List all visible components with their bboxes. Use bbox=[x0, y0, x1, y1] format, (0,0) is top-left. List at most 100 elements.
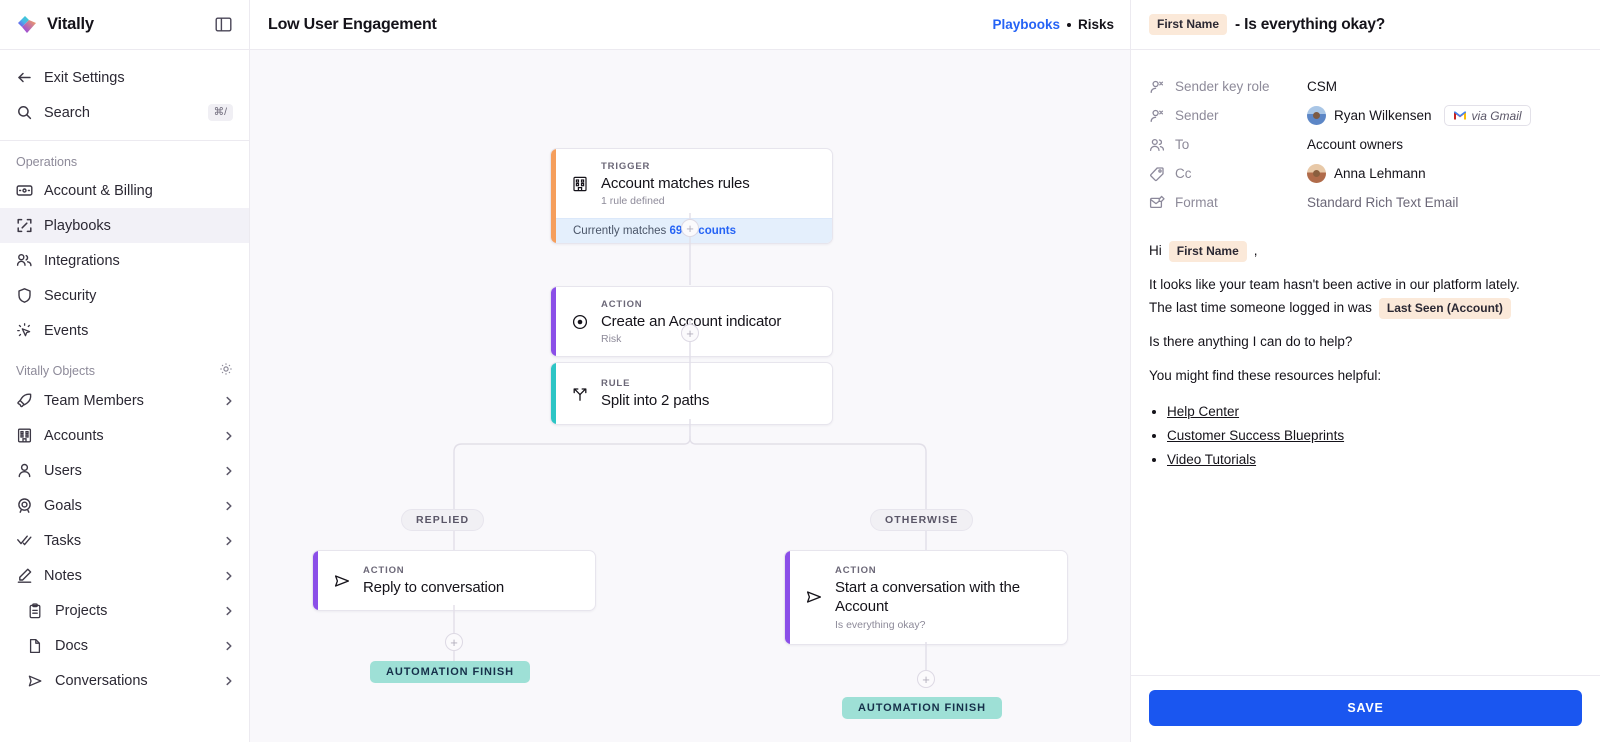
sidebar-item-events[interactable]: Events bbox=[0, 313, 249, 348]
gear-icon[interactable] bbox=[219, 362, 233, 379]
node-body: TRIGGER Account matches rules 1 rule def… bbox=[551, 149, 832, 218]
node-title: Create an Account indicator bbox=[601, 313, 782, 331]
sidebar-item-playbooks[interactable]: Playbooks bbox=[0, 208, 249, 243]
sidebar-item-label: Docs bbox=[55, 637, 89, 654]
link-help-center[interactable]: Help Center bbox=[1167, 403, 1240, 419]
node-title: Split into 2 paths bbox=[601, 392, 710, 410]
node-subtitle: 1 rule defined bbox=[601, 195, 665, 208]
node-text: TRIGGER Account matches rules 1 rule def… bbox=[601, 160, 750, 207]
sidebar-item-security[interactable]: Security bbox=[0, 278, 249, 313]
node-text: ACTION Reply to conversation bbox=[363, 564, 504, 597]
flow-node-rule-split[interactable]: RULE Split into 2 paths bbox=[550, 362, 833, 426]
sidebar: Vitally Exit Settings bbox=[0, 0, 250, 742]
email-line-2: The last time someone logged in was Last… bbox=[1149, 297, 1582, 319]
save-button[interactable]: SAVE bbox=[1149, 690, 1582, 726]
sidebar-item-search[interactable]: Search ⌘/ bbox=[0, 95, 249, 130]
sidebar-item-label: Integrations bbox=[44, 252, 120, 269]
node-accent-bar bbox=[551, 363, 556, 425]
email-line-3: Is there anything I can do to help? bbox=[1149, 333, 1353, 349]
subject-token-first-name[interactable]: First Name bbox=[1149, 14, 1228, 35]
meta-label: Cc bbox=[1175, 166, 1192, 181]
node-kind-label: TRIGGER bbox=[601, 161, 651, 172]
sidebar-item-projects[interactable]: Projects bbox=[0, 593, 249, 628]
plus-icon: + bbox=[922, 671, 930, 687]
email-line-4: You might find these resources helpful: bbox=[1149, 367, 1382, 383]
line2-prefix: The last time someone logged in was bbox=[1149, 299, 1372, 315]
send-icon bbox=[333, 572, 363, 590]
meta-row-cc[interactable]: Cc Anna Lehmann bbox=[1149, 159, 1582, 188]
meta-row-to[interactable]: To Account owners bbox=[1149, 130, 1582, 159]
main-header: Low User Engagement Playbooks Risks bbox=[250, 0, 1130, 50]
node-kind-label: ACTION bbox=[363, 565, 405, 576]
sidebar-item-label: Exit Settings bbox=[44, 69, 125, 86]
node-kind-label: ACTION bbox=[601, 299, 643, 310]
avatar bbox=[1307, 164, 1326, 183]
sidebar-item-conversations[interactable]: Conversations bbox=[0, 663, 249, 698]
playbook-canvas[interactable]: TRIGGER Account matches rules 1 rule def… bbox=[250, 50, 1130, 742]
sidebar-item-team-members[interactable]: Team Members bbox=[0, 383, 249, 418]
shield-icon bbox=[16, 287, 38, 304]
sidebar-item-docs[interactable]: Docs bbox=[0, 628, 249, 663]
node-accent-bar bbox=[551, 287, 556, 357]
add-step-button-2[interactable]: + bbox=[681, 324, 699, 342]
sidebar-top-group: Exit Settings Search ⌘/ bbox=[0, 50, 249, 141]
node-accent-bar bbox=[551, 149, 556, 244]
greeting-suffix: , bbox=[1253, 243, 1258, 259]
sidebar-item-accounts[interactable]: Accounts bbox=[0, 418, 249, 453]
sidebar-item-account-billing[interactable]: Account & Billing bbox=[0, 173, 249, 208]
gmail-provider-chip[interactable]: via Gmail bbox=[1443, 105, 1531, 126]
sidebar-item-label: Account & Billing bbox=[44, 182, 153, 199]
sidebar-item-label: Users bbox=[44, 462, 82, 479]
sidebar-item-label: Accounts bbox=[44, 427, 104, 444]
sidebar-item-label: Projects bbox=[55, 602, 108, 619]
flow-node-action-indicator[interactable]: ACTION Create an Account indicator Risk bbox=[550, 286, 833, 358]
plus-icon: + bbox=[450, 634, 458, 650]
flow-node-reply-conversation[interactable]: ACTION Reply to conversation bbox=[312, 550, 596, 612]
link-cs-blueprints[interactable]: Customer Success Blueprints bbox=[1167, 428, 1345, 444]
meta-row-sender[interactable]: Sender Ryan Wilkensen via Gmail bbox=[1149, 101, 1582, 130]
meta-label: Format bbox=[1175, 195, 1218, 210]
breadcrumb-link-playbooks[interactable]: Playbooks bbox=[992, 17, 1060, 32]
sidebar-item-integrations[interactable]: Integrations bbox=[0, 243, 249, 278]
sidebar-item-users[interactable]: Users bbox=[0, 453, 249, 488]
add-step-button-left[interactable]: + bbox=[445, 633, 463, 651]
sidebar-item-tasks[interactable]: Tasks bbox=[0, 523, 249, 558]
email-resource-list: Help Center Customer Success Blueprints … bbox=[1167, 400, 1582, 473]
person-role-icon bbox=[1149, 79, 1175, 95]
plus-icon: + bbox=[686, 325, 694, 341]
node-subtitle: Risk bbox=[601, 333, 622, 346]
chevron-right-icon bbox=[223, 465, 235, 477]
body-token-last-seen[interactable]: Last Seen (Account) bbox=[1378, 297, 1511, 319]
sidebar-brand: Vitally bbox=[0, 0, 249, 50]
subject-text: - Is everything okay? bbox=[1235, 15, 1386, 33]
add-step-button-right[interactable]: + bbox=[917, 670, 935, 688]
list-item: Customer Success Blueprints bbox=[1167, 424, 1582, 448]
breadcrumb: Playbooks Risks bbox=[992, 17, 1114, 32]
pill-label: REPLIED bbox=[416, 514, 470, 526]
meta-row-format[interactable]: Format Standard Rich Text Email bbox=[1149, 188, 1582, 217]
meta-value: Account owners bbox=[1307, 137, 1404, 152]
plus-icon: + bbox=[686, 220, 694, 236]
send-icon bbox=[27, 673, 49, 689]
sidebar-item-label: Events bbox=[44, 322, 89, 339]
meta-row-sender-key-role[interactable]: Sender key role CSM bbox=[1149, 72, 1582, 101]
sidebar-item-goals[interactable]: Goals bbox=[0, 488, 249, 523]
panel-collapse-icon[interactable] bbox=[213, 15, 233, 35]
flow-node-start-conversation[interactable]: ACTION Start a conversation with the Acc… bbox=[784, 550, 1068, 645]
add-step-button-1[interactable]: + bbox=[681, 219, 699, 237]
node-body: ACTION Reply to conversation bbox=[313, 551, 595, 610]
body-token-first-name[interactable]: First Name bbox=[1168, 241, 1247, 262]
sidebar-item-notes[interactable]: Notes bbox=[0, 558, 249, 593]
chevron-right-icon bbox=[223, 605, 235, 617]
gmail-chip-label: via Gmail bbox=[1471, 108, 1522, 123]
flow-connectors bbox=[453, 213, 927, 670]
node-subtitle: Is everything okay? bbox=[835, 618, 926, 631]
panel-footer: SAVE bbox=[1131, 675, 1600, 742]
playbooks-icon bbox=[16, 217, 38, 234]
email-body-editor[interactable]: Hi First Name , It looks like your team … bbox=[1131, 225, 1600, 675]
sidebar-item-exit-settings[interactable]: Exit Settings bbox=[0, 60, 249, 95]
section-label: Operations bbox=[16, 155, 78, 169]
link-video-tutorials[interactable]: Video Tutorials bbox=[1167, 452, 1257, 468]
events-cursor-icon bbox=[16, 322, 38, 339]
node-text: ACTION Start a conversation with the Acc… bbox=[835, 564, 1035, 631]
